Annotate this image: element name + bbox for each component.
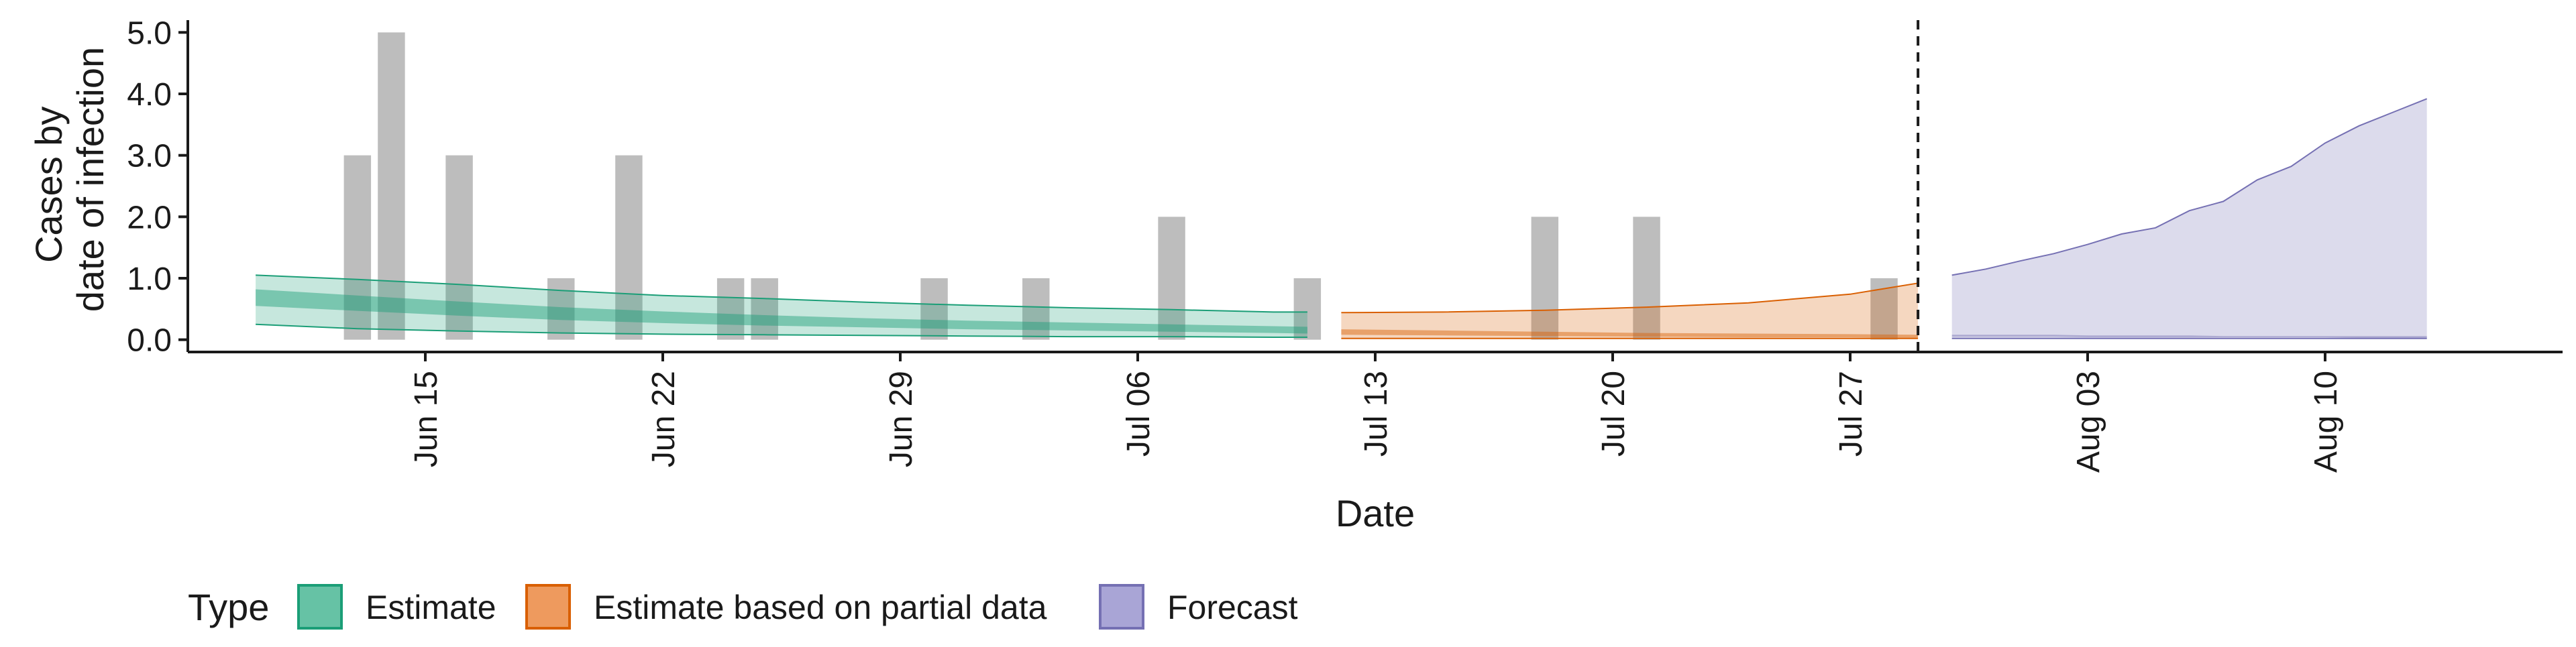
series-2-inner-band [1951,335,2427,338]
observed-bar-0 [343,155,372,340]
x-tick-label-4: Jul 13 [1358,371,1394,457]
x-axis-title: Date [1336,492,1415,534]
series-1-inner-band [1341,329,1919,338]
observed-bar-4 [615,155,643,340]
observed-bar-9 [1158,217,1185,340]
x-tick-label-6: Jul 27 [1833,371,1869,457]
series-bands [256,98,2428,339]
legend: Type Estimate Estimate based on partial d… [188,584,1298,630]
series-0-inner-band [256,289,1307,334]
series-1-outer-upper-line [1341,282,1919,314]
legend-label-2: Forecast [1167,589,1298,626]
observed-bar-5 [716,278,745,340]
x-axis-ticks: Jun 15 Jun 22 Jun 29 Jul 06 Jul 13 Jul 20 Jul … [409,352,2344,473]
observed-bar-12 [1633,217,1660,340]
y-tick-label-3: 3.0 [127,139,172,174]
x-tick-label-2: Jun 29 [883,371,919,467]
y-tick-label-0: 0.0 [127,323,172,359]
x-tick-label-5: Jul 20 [1596,371,1631,457]
axes: 0.0 1.0 2.0 3.0 4.0 5.0 Jun 15 Jun 22 Jun 29 Jul… [127,15,2563,473]
series-2-outer-band [1951,99,2427,339]
legend-label-1: Estimate based on partial data [594,589,1047,626]
y-tick-label-1: 1.0 [127,261,172,297]
x-tick-label-8: Aug 10 [2308,371,2344,473]
y-tick-label-4: 4.0 [127,77,172,113]
series-0-outer-band [256,275,1307,337]
y-axis-title: Cases by date of infection [28,47,111,312]
observed-bar-11 [1531,217,1559,340]
observed-bar-3 [547,278,575,340]
y-tick-label-5: 5.0 [127,15,172,51]
series-0-outer-lower-line [256,323,1307,338]
y-axis-title-line-1: Cases by [28,107,70,263]
observed-bars [343,32,1898,340]
legend-items: Estimate Estimate based on partial data Fo… [297,584,1298,630]
y-axis-ticks: 0.0 1.0 2.0 3.0 4.0 5.0 [127,15,188,359]
observed-bar-7 [920,278,948,340]
x-tick-label-3: Jul 06 [1121,371,1157,457]
x-tick-label-1: Jun 22 [646,371,682,467]
legend-key-1 [525,584,571,630]
legend-title: Type [188,586,269,628]
series-1-outer-band [1341,283,1919,339]
series-0-outer-upper-line [256,274,1307,313]
observed-bar-10 [1293,278,1322,340]
y-axis-title-line-2: date of infection [69,47,111,312]
x-tick-label-7: Aug 03 [2071,371,2106,473]
legend-label-0: Estimate [366,589,496,626]
observed-bar-6 [751,278,778,340]
legend-key-2 [1099,584,1144,630]
series-2-outer-upper-line [1951,98,2428,276]
observed-bar-1 [378,32,405,340]
x-tick-label-0: Jun 15 [409,371,444,467]
legend-key-0 [297,584,343,630]
y-tick-label-2: 2.0 [127,200,172,235]
observed-bar-8 [1022,278,1050,340]
observed-bar-2 [445,155,473,340]
